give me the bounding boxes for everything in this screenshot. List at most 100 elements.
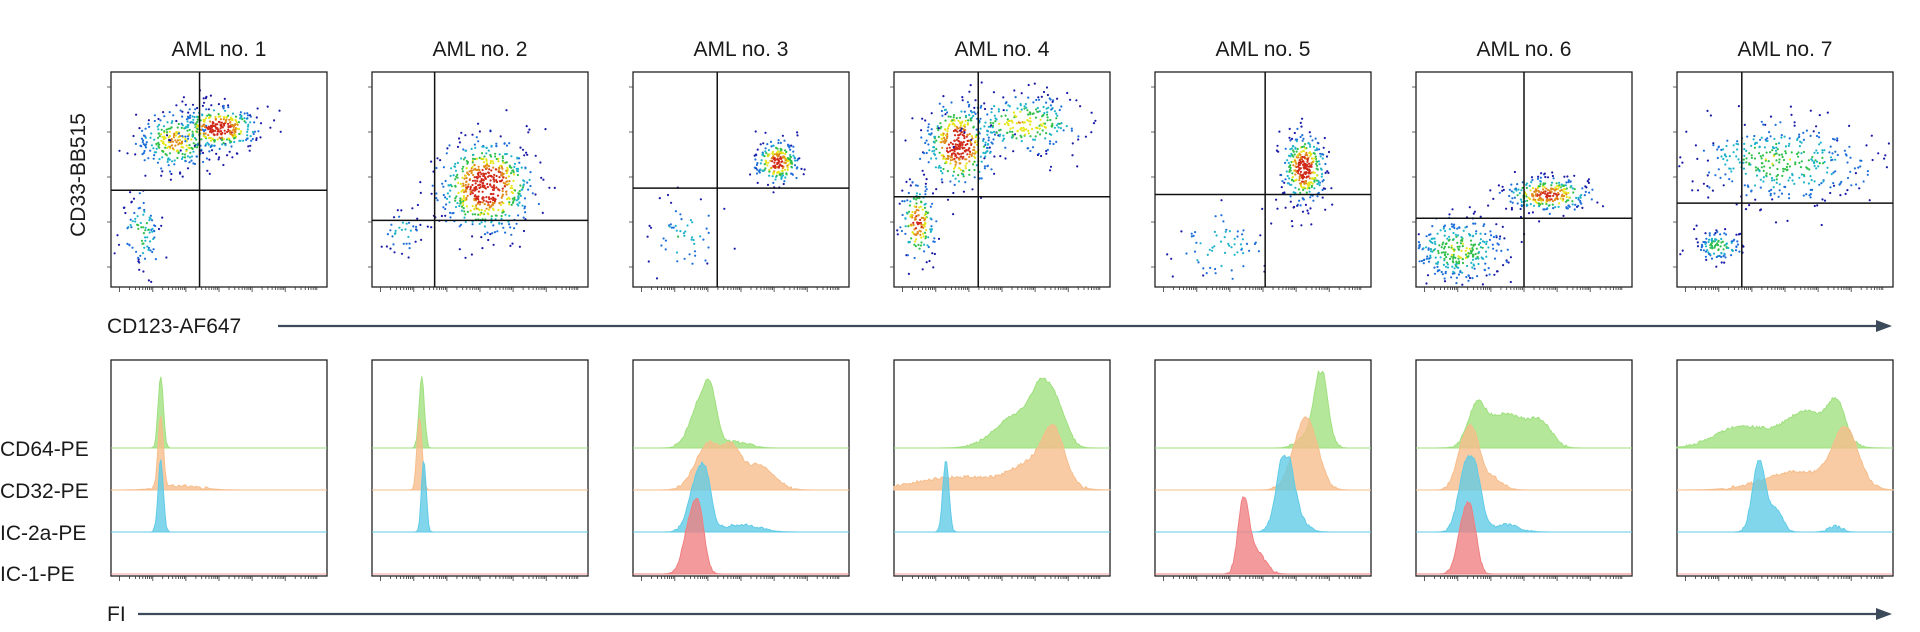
scatter-point [1010,136,1013,139]
scatter-point [1750,154,1753,157]
scatter-point [1802,181,1806,184]
scatter-point [975,128,978,131]
scatter-point [1309,135,1312,138]
scatter-point [1330,187,1333,190]
scatter-point [1728,167,1731,170]
scatter-point [1302,137,1305,140]
scatter-point [181,156,184,159]
scatter-point [1029,117,1032,120]
scatter-point [208,127,211,130]
scatter-point [1483,268,1486,271]
scatter-point [187,111,190,114]
scatter-point [915,215,918,218]
scatter-points [380,109,556,259]
scatter-point [1012,150,1015,153]
scatter-point [1783,135,1786,138]
scatter-point [1506,248,1509,251]
scatter-point [431,184,434,187]
scatter-point [1308,187,1311,190]
scatter-point [217,103,220,106]
scatter-point [1450,244,1453,247]
scatter-point [1319,155,1322,158]
scatter-point [1036,106,1039,110]
scatter-point [210,104,213,107]
scatter-point [957,136,960,140]
scatter-point [922,152,926,155]
scatter-point [218,156,221,159]
scatter-point [269,126,272,129]
scatter-point [176,156,179,160]
scatter-point [952,114,956,117]
scatter-point [788,157,791,160]
scatter-point [1762,176,1765,179]
scatter-point [941,114,944,117]
scatter-point [461,170,464,173]
scatter-point [1545,208,1548,211]
scatter-point [1557,191,1560,195]
scatter-point [481,145,484,148]
scatter-point [1520,204,1523,207]
scatter-point [1780,134,1783,137]
scatter-point [221,126,224,129]
scatter-point [953,119,956,122]
scatter-point [1561,193,1564,196]
scatter-point [940,141,943,144]
scatter-point [481,201,484,204]
scatter-point [1731,249,1734,252]
scatter-point [967,105,971,108]
scatter-point [143,159,146,162]
scatter-point [1300,224,1303,227]
scatter-point [129,218,132,221]
scatter-point [511,197,514,200]
scatter-point [986,143,990,146]
scatter-point [787,143,790,146]
scatter-point [1326,170,1329,173]
scatter-point [168,111,171,114]
scatter-point [1293,153,1296,156]
scatter-point [507,175,510,178]
scatter-point [143,208,146,212]
scatter-point [1726,159,1729,162]
scatter-point [915,233,918,236]
scatter-point [1040,154,1043,158]
scatter-point [1206,253,1209,256]
scatter-point [983,165,987,168]
scatter-point [1022,121,1025,124]
scatter-point [966,123,969,126]
scatter-point [142,232,145,235]
scatter-point [1519,207,1522,211]
scatter-point [1735,142,1738,145]
scatter-point [1291,225,1294,228]
scatter-point [1696,157,1699,160]
scatter-point [1420,259,1423,263]
scatter-point [956,152,959,155]
scatter-point [215,152,218,155]
scatter-point [1439,229,1442,232]
scatter-point [1780,153,1784,156]
scatter-point [990,131,994,134]
scatter-point [404,228,407,231]
scatter-point [239,111,242,114]
scatter-point [1302,173,1305,176]
scatter-point [1544,175,1547,179]
scatter-point [498,176,501,179]
scatter-point [220,138,223,142]
scatter-point [901,213,904,217]
scatter-point [178,138,182,142]
scatter-point [1468,206,1471,209]
scatter-point [676,260,679,263]
scatter-point [955,156,958,159]
scatter-point [1790,113,1793,116]
scatter-point [1316,182,1319,186]
scatter-point [1711,247,1714,250]
scatter-point [1005,109,1009,112]
scatter-point [168,152,172,155]
scatter-point [196,127,199,131]
scatter-point [1438,244,1441,247]
scatter-point [773,161,776,164]
scatter-point [1479,241,1482,245]
axis-ticks [902,287,1101,292]
scatter-point [1309,196,1312,199]
scatter-point [1475,230,1478,233]
scatter-point [497,160,500,163]
